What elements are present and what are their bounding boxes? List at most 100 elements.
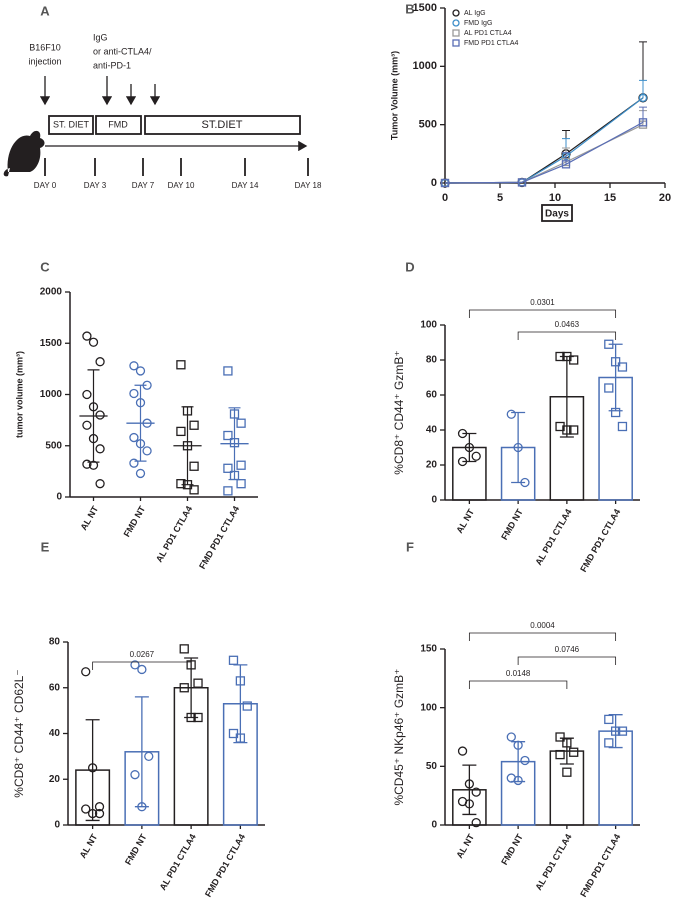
legend-marker: [452, 9, 460, 17]
significance-bracket: [517, 656, 617, 665]
y-tick-label: 50: [426, 761, 438, 772]
data-point: [242, 701, 252, 711]
data-point: [457, 456, 468, 467]
x-tick-label: AL PD1 CTLA4: [533, 832, 573, 892]
data-point: [88, 402, 99, 412]
phase-box: [144, 115, 301, 135]
data-point: [135, 439, 146, 449]
data-point: [464, 442, 475, 453]
day-label: DAY 18: [295, 181, 322, 190]
x-tick-label: AL NT: [78, 832, 100, 860]
data-point: [236, 479, 246, 489]
x-tick-label: FMD NT: [123, 832, 149, 867]
series-line: [444, 121, 644, 184]
data-point: [179, 683, 189, 693]
data-point: [88, 337, 99, 347]
y-tick-label: 1500: [413, 2, 437, 14]
legend-marker: [452, 29, 460, 37]
data-point: [440, 178, 450, 188]
error-bar: [562, 152, 570, 165]
panel-label: C: [40, 259, 50, 274]
data-point: [236, 460, 246, 470]
legend-label: AL PD1 CTLA4: [464, 30, 512, 37]
data-point: [235, 676, 246, 686]
y-tick-label: 0: [54, 820, 60, 831]
data-point: [142, 446, 152, 456]
data-point: [471, 451, 481, 461]
error-bar: [639, 106, 647, 123]
data-point: [228, 655, 239, 665]
data-point: [617, 726, 628, 736]
y-tick-label: 0: [431, 177, 437, 189]
y-tick-label: 150: [420, 644, 437, 655]
significance-bracket: [92, 661, 192, 670]
data-point: [88, 460, 99, 470]
data-point: [95, 357, 105, 367]
data-point: [555, 749, 565, 760]
data-point: [129, 458, 139, 468]
data-point: [95, 479, 105, 489]
y-tick-label: 20: [49, 774, 61, 785]
x-tick-label: 15: [604, 192, 616, 204]
y-tick-label: 60: [49, 682, 61, 693]
data-point: [95, 444, 105, 454]
data-point: [520, 755, 530, 766]
data-point: [513, 740, 523, 750]
phase-box: [95, 115, 142, 135]
data-point: [610, 726, 621, 736]
y-tick-label: 20: [426, 460, 438, 471]
diagram-label: or anti-CTLA4/: [93, 46, 152, 56]
data-point: [638, 118, 648, 127]
y-tick-label: 2000: [40, 287, 63, 298]
y-axis-label: tumor volume (mm³): [14, 351, 24, 438]
data-point: [562, 738, 572, 748]
data-point: [229, 470, 240, 481]
data-point: [179, 644, 189, 654]
x-tick-label: AL PD1 CTLA4: [533, 507, 573, 567]
data-point: [223, 430, 233, 441]
p-value: 0.0004: [530, 621, 555, 630]
data-point: [182, 406, 193, 416]
data-point: [137, 802, 147, 812]
data-point: [129, 388, 139, 399]
diagram-label: IgG: [93, 32, 108, 42]
data-point: [223, 486, 233, 496]
x-tick-label: FMD NT: [499, 507, 525, 542]
panel-label: F: [406, 539, 414, 554]
error-bar: [87, 369, 100, 463]
y-tick-label: 40: [49, 728, 61, 739]
data-point: [176, 426, 186, 437]
day-label: DAY 7: [132, 181, 155, 190]
data-point: [617, 362, 628, 372]
y-tick-label: 1500: [40, 338, 63, 349]
data-point: [193, 712, 203, 723]
panel-label: A: [40, 3, 50, 18]
x-tick-label: FMD NT: [122, 504, 148, 539]
legend-label: FMD PD1 CTLA4: [464, 40, 519, 47]
x-tick-label: FMD PD1 CTLA4: [203, 832, 247, 899]
data-point: [229, 438, 240, 448]
phase-label: ST.DIET: [202, 119, 243, 131]
legend-label: AL IgG: [464, 10, 486, 17]
y-axis-label: %CD8⁺ CD44⁺ CD62L⁻: [12, 669, 26, 797]
data-point: [562, 425, 572, 435]
data-point: [144, 751, 154, 762]
x-axis-label: Days: [545, 209, 569, 220]
day-label: DAY 10: [168, 181, 195, 190]
series-line: [444, 97, 644, 184]
x-tick-label: AL PD1 CTLA4: [154, 504, 194, 564]
data-point: [130, 660, 140, 670]
error-bar: [462, 764, 477, 816]
y-axis-label: %CD45⁺ NKp46⁺ GzmB⁺: [392, 668, 406, 805]
error-bar: [134, 384, 147, 462]
p-value: 0.0267: [130, 650, 155, 659]
x-tick-label: FMD NT: [499, 832, 525, 867]
data-point: [471, 787, 481, 797]
x-tick-label: AL NT: [454, 832, 476, 860]
p-value: 0.0148: [506, 669, 531, 678]
data-point: [189, 420, 199, 430]
legend-marker: [452, 39, 460, 47]
data-point: [506, 409, 516, 419]
y-tick-label: 1000: [40, 389, 63, 400]
data-point: [87, 808, 98, 819]
